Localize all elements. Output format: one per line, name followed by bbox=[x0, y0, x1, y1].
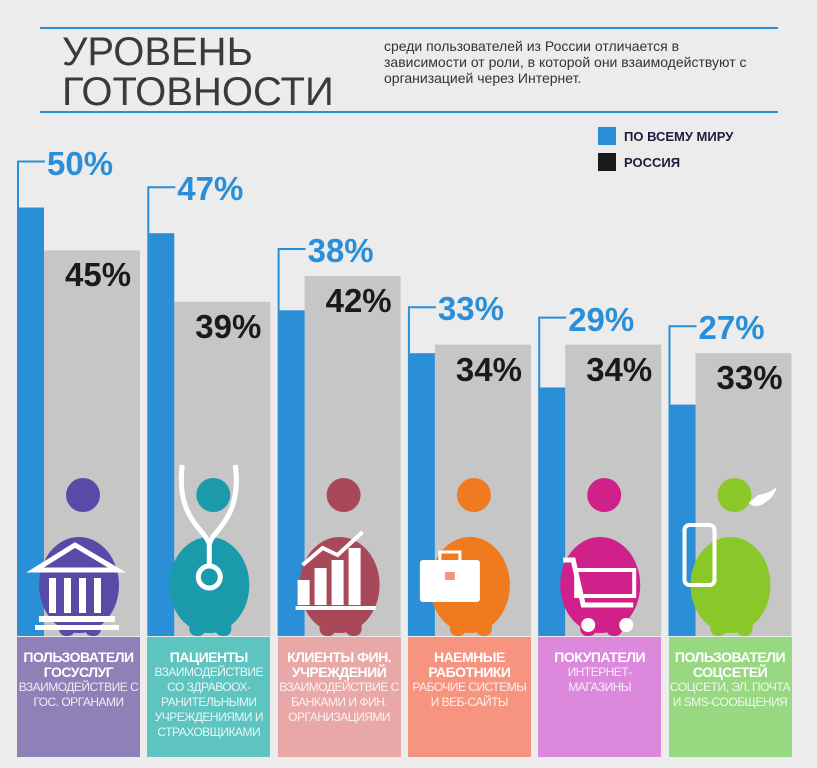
value-label-world: 47% bbox=[177, 170, 244, 208]
growth-chart-icon bbox=[295, 530, 376, 610]
category-title: ПАЦИЕНТЫ bbox=[169, 649, 249, 665]
category-title: КЛИЕНТЫ ФИН. УЧРЕЖДЕНИЙ bbox=[287, 649, 392, 680]
category-description: СОЦСЕТИ, ЭЛ. ПОЧТА И SMS-СООБЩЕНИЯ bbox=[669, 680, 791, 709]
person-body bbox=[169, 537, 250, 633]
category-description: ИНТЕРНЕТ-МАГАЗИНЫ bbox=[567, 665, 633, 694]
value-label-russia: 45% bbox=[65, 256, 132, 294]
person-leg bbox=[345, 610, 362, 636]
page-title: УРОВЕНЬ ГОТОВНОСТИ bbox=[62, 32, 334, 112]
category-panel: ПАЦИЕНТЫ ВЗАИМОДЕЙСТВИЕ СО ЗДРАВООХ-РАНИТ… bbox=[147, 637, 271, 757]
category-panel: КЛИЕНТЫ ФИН. УЧРЕЖДЕНИЙ ВЗАИМОДЕЙСТВИЕ С … bbox=[277, 637, 401, 757]
value-label-world: 33% bbox=[437, 290, 504, 328]
bar-world bbox=[668, 404, 696, 636]
person-leg bbox=[736, 610, 753, 636]
category-title: НАЕМНЫЕ РАБОТНИКИ bbox=[428, 649, 511, 680]
value-label-world: 29% bbox=[568, 300, 635, 338]
bar-world bbox=[538, 387, 566, 636]
header-bottom-rule bbox=[40, 111, 778, 113]
person-leg bbox=[85, 610, 101, 636]
category-panel: ПОЛЬЗОВАТЕЛИ ГОСУСЛУГ ВЗАИМОДЕЙСТВИЕ С ГО… bbox=[17, 637, 140, 757]
smartphone-icon bbox=[682, 487, 777, 587]
person-leg bbox=[475, 610, 492, 636]
category-panel: НАЕМНЫЕ РАБОТНИКИ РАБОЧИЕ СИСТЕМЫ И ВЕБ-С… bbox=[407, 637, 531, 757]
person-leg bbox=[215, 610, 232, 636]
legend-swatch-world bbox=[598, 127, 616, 145]
value-label-russia: 42% bbox=[325, 282, 392, 320]
label-bracket bbox=[17, 160, 45, 208]
value-label-russia: 33% bbox=[716, 359, 783, 397]
bar-world bbox=[147, 233, 175, 636]
person-leg bbox=[59, 610, 75, 636]
title-line-2: ГОТОВНОСТИ bbox=[62, 70, 334, 114]
legend-russia: РОССИЯ bbox=[598, 153, 680, 171]
legend-world: ПО ВСЕМУ МИРУ bbox=[598, 127, 733, 145]
legend-label-russia: РОССИЯ bbox=[624, 154, 681, 170]
person-leg bbox=[449, 610, 466, 636]
value-label-world: 27% bbox=[698, 309, 765, 347]
person-leg bbox=[710, 610, 727, 636]
shopping-cart-icon bbox=[563, 557, 637, 632]
value-label-russia: 34% bbox=[586, 350, 653, 388]
category-panel: ПОКУПАТЕЛИ ИНТЕРНЕТ-МАГАЗИНЫ bbox=[538, 637, 662, 757]
person-body bbox=[690, 537, 771, 633]
value-label-world: 50% bbox=[47, 144, 114, 182]
category-description: ВЗАИМОДЕЙСТВИЕ С ГОС. ОРГАНАМИ bbox=[18, 680, 139, 709]
category-title: ПОКУПАТЕЛИ bbox=[554, 649, 646, 665]
label-bracket bbox=[538, 316, 567, 388]
category-title: ПОЛЬЗОВАТЕЛИ ГОСУСЛУГ bbox=[23, 649, 134, 680]
label-bracket bbox=[277, 248, 306, 311]
header-top-rule bbox=[40, 27, 778, 29]
stethoscope-icon bbox=[178, 464, 239, 591]
value-label-world: 38% bbox=[307, 232, 374, 270]
legend-swatch-russia bbox=[598, 153, 616, 171]
person-leg bbox=[606, 610, 623, 636]
subtitle: среди пользователей из России отличается… bbox=[384, 38, 747, 86]
title-line-1: УРОВЕНЬ bbox=[62, 30, 253, 74]
person-head bbox=[66, 478, 100, 512]
briefcase-icon bbox=[419, 550, 480, 602]
value-label-russia: 34% bbox=[455, 350, 522, 388]
person-head bbox=[587, 478, 622, 512]
legend-label-world: ПО ВСЕМУ МИРУ bbox=[624, 128, 734, 144]
person-head bbox=[717, 478, 752, 512]
person-head bbox=[196, 478, 231, 512]
category-description: РАБОЧИЕ СИСТЕМЫ И ВЕБ-САЙТЫ bbox=[412, 680, 527, 709]
person-head bbox=[456, 478, 491, 512]
label-bracket bbox=[407, 306, 436, 354]
person-leg bbox=[189, 610, 206, 636]
label-bracket bbox=[668, 325, 697, 405]
category-title: ПОЛЬЗОВАТЕЛИ СОЦСЕТЕЙ bbox=[674, 649, 786, 680]
person-head bbox=[326, 478, 361, 512]
category-panel: ПОЛЬЗОВАТЕЛИ СОЦСЕТЕЙ СОЦСЕТИ, ЭЛ. ПОЧТА … bbox=[668, 637, 792, 757]
person-leg bbox=[319, 610, 336, 636]
value-label-russia: 39% bbox=[195, 307, 262, 345]
category-description: ВЗАИМОДЕЙСТВИЕ С БАНКАМИ И ФИН. ОРГАНИЗА… bbox=[279, 680, 399, 724]
government-building-icon bbox=[26, 542, 127, 630]
person-body bbox=[560, 537, 641, 633]
category-description: ВЗАИМОДЕЙСТВИЕ СО ЗДРАВООХ-РАНИТЕЛЬНЫМИ … bbox=[154, 665, 264, 739]
label-bracket bbox=[147, 186, 176, 234]
